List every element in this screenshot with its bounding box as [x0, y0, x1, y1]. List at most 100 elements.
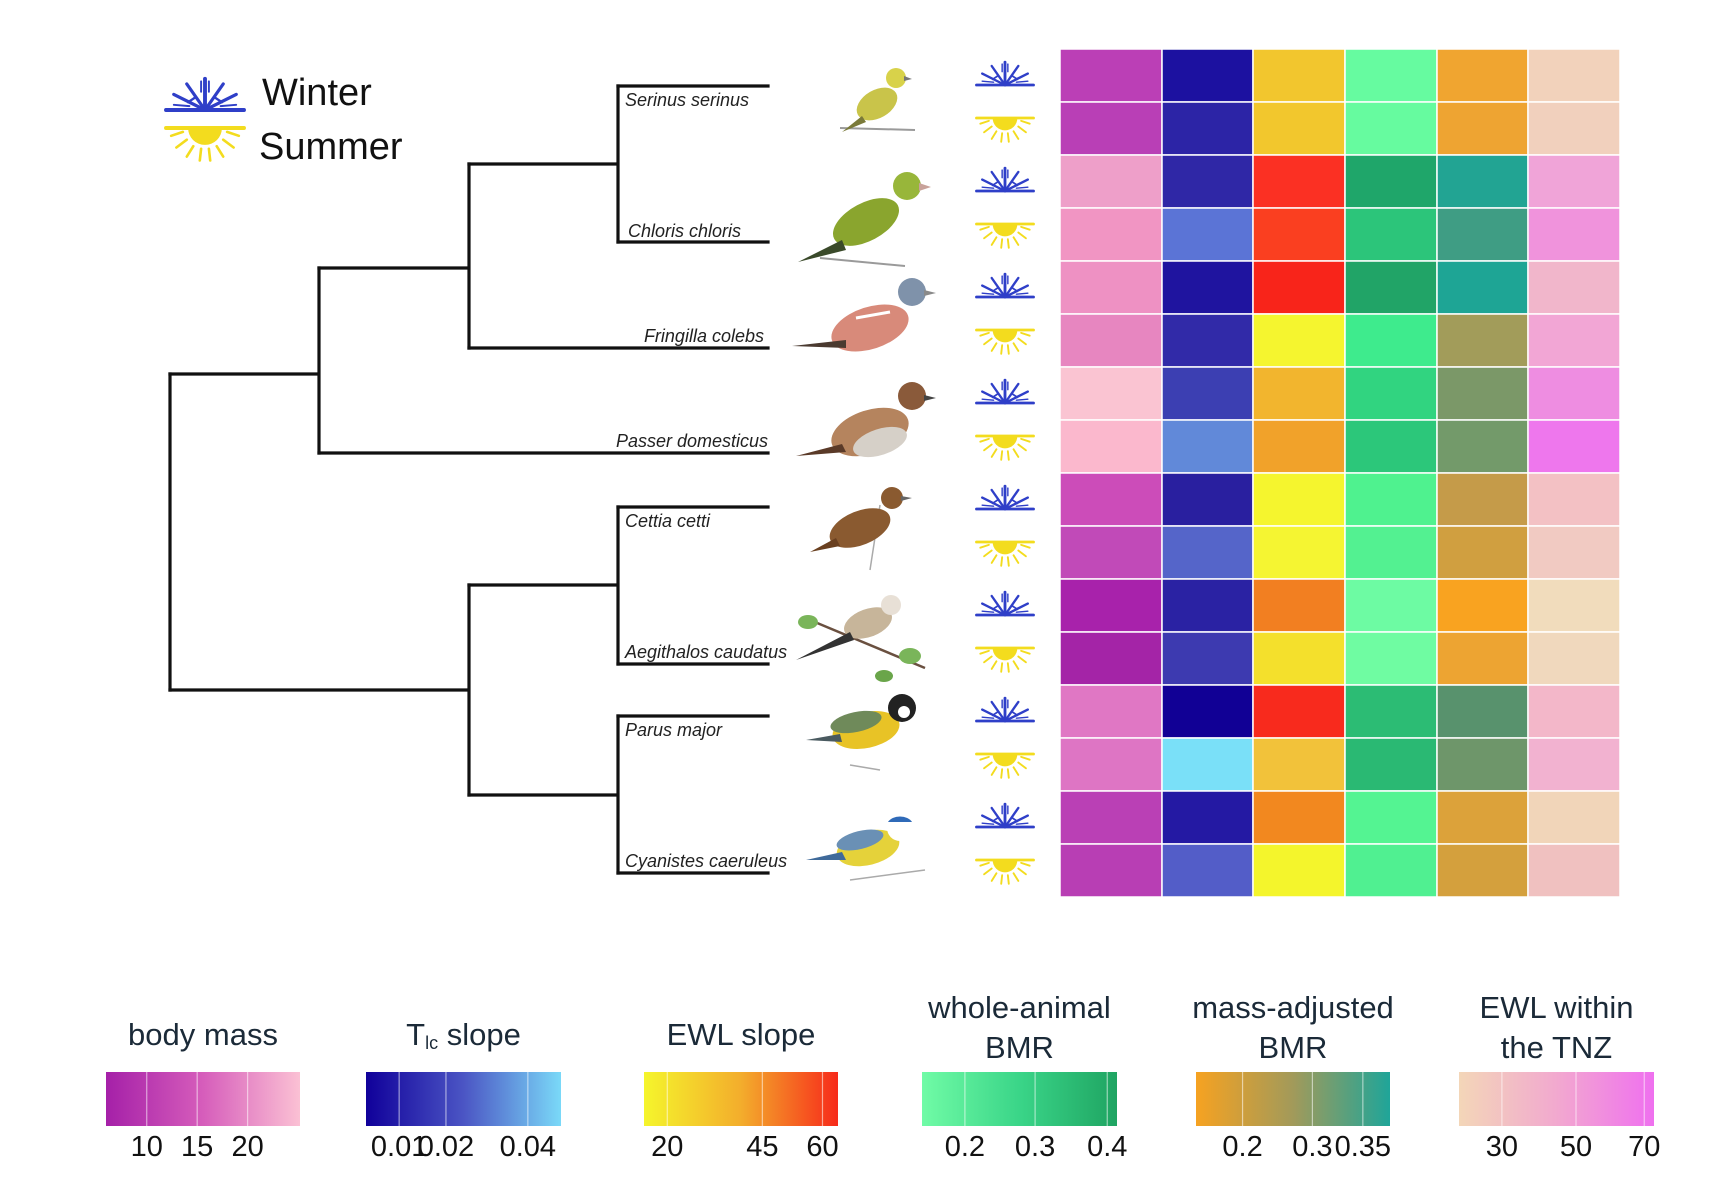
passer-bird-image: [796, 382, 936, 458]
heatmap-cell: [1436, 419, 1529, 474]
heatmap-cell: [1161, 790, 1254, 845]
snowflake-icon: [164, 76, 246, 112]
scale-tick-label: 0.3: [1015, 1131, 1055, 1163]
heatmap-cell: [1161, 843, 1254, 898]
summer-label: Summer: [259, 126, 403, 168]
snowflake-icon: [975, 378, 1035, 405]
tree-node-sylvioidea: [168, 583, 471, 797]
scale-gradient-bar: [922, 1072, 1117, 1126]
color-scale-2: Tlc slope 0.010.02 0.04: [366, 1017, 561, 1163]
chloris-bird-image: [798, 172, 931, 267]
cettia-bird-image: [810, 487, 912, 571]
heatmap-cell: [1344, 472, 1438, 527]
heatmap-cell: [1527, 48, 1621, 103]
heatmap-cell: [1527, 472, 1621, 527]
heatmap-cell: [1436, 260, 1529, 315]
heatmap-cell: [1252, 472, 1346, 527]
heatmap-cell: [1344, 419, 1438, 474]
heatmap-cell: [1252, 684, 1346, 739]
snowflake-icon: [975, 272, 1035, 299]
heatmap-cell: [1252, 843, 1346, 898]
sun-icon: [975, 646, 1035, 674]
heatmap-cell: [1436, 207, 1529, 262]
heatmap-cell: [1252, 207, 1346, 262]
heatmap-cell: [1059, 207, 1163, 262]
heatmap-cell: [1436, 154, 1529, 209]
heatmap-cell: [1161, 260, 1254, 315]
scale-tick-label: 20: [651, 1131, 683, 1163]
scale-tick-label: 0.01: [371, 1131, 427, 1163]
heatmap-cell: [1344, 207, 1438, 262]
sun-icon: [975, 752, 1035, 780]
heatmap-cell: [1059, 366, 1163, 421]
scale-tick-label: 0.2: [1222, 1131, 1262, 1163]
heatmap-cell: [1436, 313, 1529, 368]
phylogenetic-tree: [168, 84, 770, 875]
heatmap-cell: [1436, 790, 1529, 845]
heatmap-cell: [1527, 843, 1621, 898]
heatmap-cell: [1344, 684, 1438, 739]
heatmap-cell: [1527, 154, 1621, 209]
scale-tick-label: 45: [746, 1131, 778, 1163]
heatmap-cell: [1252, 260, 1346, 315]
heatmap-cell: [1059, 101, 1163, 156]
heatmap-cell: [1344, 366, 1438, 421]
color-scale-5: mass-adjusted BMR 0.2 0.3 0.35: [1192, 990, 1394, 1163]
snowflake-icon: [975, 60, 1035, 87]
scale-tick-label: 0.35: [1335, 1131, 1391, 1163]
tree-node-finches: [317, 162, 471, 350]
heatmap-cell: [1436, 366, 1529, 421]
heatmap-cell: [1252, 419, 1346, 474]
heatmap-cell: [1252, 737, 1346, 792]
heatmap-cell: [1252, 101, 1346, 156]
heatmap-cell: [1161, 525, 1254, 580]
heatmap-cell: [1161, 101, 1254, 156]
scale-title: BMR: [985, 1030, 1054, 1065]
snowflake-icon: [975, 802, 1035, 829]
heatmap-cell: [1527, 684, 1621, 739]
species-labels: Serinus serinus Chloris chloris Fringill…: [616, 90, 787, 871]
scale-tick-label: 30: [1486, 1131, 1518, 1163]
sun-icon: [164, 126, 246, 163]
tree-node-cettia-aegithalos: [467, 505, 620, 666]
heatmap-cell: [1252, 525, 1346, 580]
heatmap-cell: [1161, 631, 1254, 686]
trait-heatmap: [1059, 48, 1621, 898]
snowflake-icon: [975, 590, 1035, 617]
heatmap-cell: [1344, 154, 1438, 209]
heatmap-cell: [1161, 366, 1254, 421]
aegithalos-bird-image: [796, 595, 926, 682]
color-scale-6: EWL within the TNZ 30 50 70: [1459, 990, 1660, 1163]
color-scale-4: whole-animal BMR 0.2 0.3 0.4: [922, 990, 1127, 1163]
heatmap-cell: [1527, 525, 1621, 580]
heatmap-cell: [1344, 260, 1438, 315]
heatmap-cell: [1527, 101, 1621, 156]
heatmap-cell: [1527, 260, 1621, 315]
tree-node-passeroidea: [168, 266, 321, 455]
species-label-serinus: Serinus serinus: [625, 90, 749, 110]
sun-icon: [975, 434, 1035, 462]
scale-title: Tlc slope: [406, 1017, 521, 1053]
heatmap-cell: [1059, 578, 1163, 633]
heatmap-cell: [1161, 154, 1254, 209]
scale-gradient-bar: [1196, 1072, 1390, 1126]
heatmap-cell: [1161, 48, 1254, 103]
heatmap-cell: [1527, 790, 1621, 845]
tree-node-serinus-chloris: [467, 84, 620, 244]
heatmap-cell: [1344, 737, 1438, 792]
tree-node-parids: [467, 714, 620, 875]
scale-title: body mass: [128, 1017, 278, 1052]
heatmap-cell: [1252, 366, 1346, 421]
sun-icon: [975, 222, 1035, 250]
heatmap-cell: [1059, 525, 1163, 580]
scale-gradient-bar: [644, 1072, 838, 1126]
scale-tick-label: 70: [1628, 1131, 1660, 1163]
heatmap-cell: [1527, 631, 1621, 686]
heatmap-cell: [1059, 737, 1163, 792]
serinus-bird-image: [839, 68, 916, 132]
heatmap-cell: [1161, 578, 1254, 633]
fringilla-bird-image: [792, 278, 936, 352]
heatmap-cell: [1252, 313, 1346, 368]
species-label-cyanistes: Cyanistes caeruleus: [625, 851, 787, 871]
